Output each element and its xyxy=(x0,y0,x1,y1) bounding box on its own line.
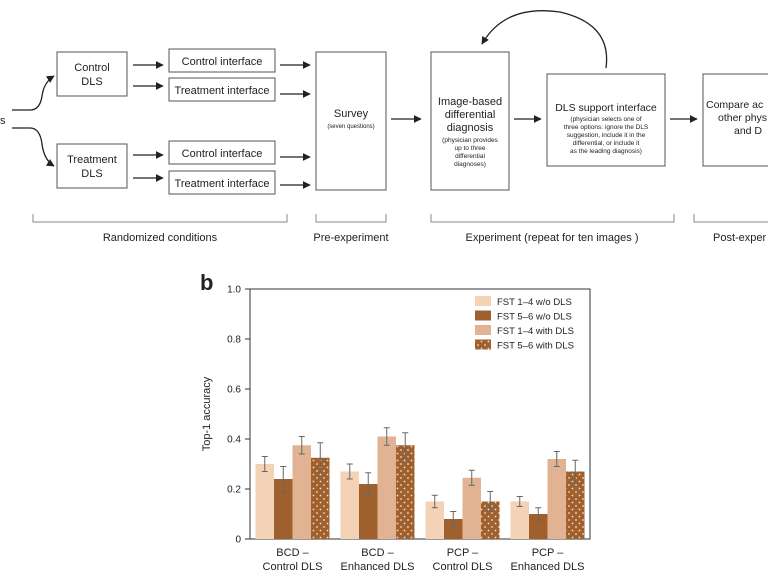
image-dx-note4: diagnoses) xyxy=(454,161,486,168)
dls-support-title: DLS support interface xyxy=(555,102,657,114)
dls-support-note1: (physician selects one of xyxy=(570,116,641,123)
image-dx-note1: (physician provides xyxy=(442,137,498,144)
x-tick-label: Control DLS xyxy=(263,561,323,573)
legend-swatch xyxy=(475,310,491,321)
y-tick-label: 0.4 xyxy=(227,435,241,446)
y-tick-label: 0.8 xyxy=(227,335,241,346)
treatment-interface-box-1 xyxy=(168,77,276,102)
bar xyxy=(510,501,529,539)
treatment-interface-label-1: Treatment interface xyxy=(175,85,270,97)
bracket-post xyxy=(693,214,768,223)
x-tick-label: PCP – xyxy=(532,547,564,559)
x-tick-label: Enhanced DLS xyxy=(511,561,585,573)
y-tick-label: 0.6 xyxy=(227,385,241,396)
survey-title: Survey xyxy=(334,108,369,120)
bar xyxy=(340,471,359,539)
bar-chart: Top-1 accuracy 0 0.2 0.4 0.6 0.8 1.0 BCD – Con… xyxy=(201,285,591,573)
image-dx-line2: differential xyxy=(445,109,496,121)
bar xyxy=(462,477,481,539)
x-tick-label: BCD – xyxy=(276,547,309,559)
treatment-interface-label-2: Treatment interface xyxy=(175,178,270,190)
panel-label-b: b xyxy=(200,270,213,295)
x-tick-label: Control DLS xyxy=(433,561,493,573)
legend-label: FST 5–6 with DLS xyxy=(497,341,574,352)
legend-swatch xyxy=(475,339,491,350)
control-dls-line2: DLS xyxy=(81,76,102,88)
dls-support-note2: three options: ignore the DLS xyxy=(564,124,649,131)
bar xyxy=(311,457,330,539)
legend-label: FST 1–4 w/o DLS xyxy=(497,297,572,308)
bracket-experiment xyxy=(430,214,675,223)
control-dls-box xyxy=(56,51,128,97)
phase-experiment: Experiment (repeat for ten images ) xyxy=(465,232,638,244)
x-tick-label: BCD – xyxy=(361,547,394,559)
phase-pre: Pre-experiment xyxy=(313,232,388,244)
control-interface-label-1: Control interface xyxy=(182,56,263,68)
bar xyxy=(377,436,396,539)
flow-diagram: s Control DLS Treatment DLS Control inte… xyxy=(0,10,768,244)
image-dx-line1: Image-based xyxy=(438,96,502,108)
bar xyxy=(396,445,415,539)
phase-post: Post-exper xyxy=(713,232,767,244)
y-ticks: 0 0.2 0.4 0.6 0.8 1.0 xyxy=(227,285,250,546)
branch-to-control-arrow xyxy=(12,75,55,111)
image-dx-line3: diagnosis xyxy=(447,122,494,134)
y-tick-label: 0.2 xyxy=(227,485,241,496)
bracket-randomized xyxy=(32,214,288,223)
treatment-dls-line1: Treatment xyxy=(67,154,117,166)
control-interface-box-1 xyxy=(168,48,276,73)
image-dx-note2: up to three xyxy=(454,145,485,152)
bar xyxy=(255,464,274,539)
dls-support-box xyxy=(546,73,666,167)
compare-box xyxy=(702,73,768,167)
survey-note: (seven questions) xyxy=(327,124,374,130)
left-edge-text: s xyxy=(0,115,6,127)
x-tick-label: PCP – xyxy=(447,547,479,559)
bar xyxy=(481,501,500,539)
dls-support-note4: differential, or include it xyxy=(573,140,640,147)
legend-swatch xyxy=(475,296,491,306)
legend-label: FST 5–6 w/o DLS xyxy=(497,312,572,323)
bar xyxy=(547,459,566,539)
bracket-pre xyxy=(315,214,387,223)
loop-back-arrow xyxy=(481,10,608,69)
x-ticks: BCD – Control DLS BCD – Enhanced DLS PCP – Co… xyxy=(263,547,585,573)
x-tick-label: Enhanced DLS xyxy=(341,561,415,573)
bar xyxy=(529,514,548,539)
compare-line3: and D xyxy=(734,125,762,137)
treatment-dls-line2: DLS xyxy=(81,168,102,180)
bar xyxy=(425,501,444,539)
legend: FST 1–4 w/o DLS FST 5–6 w/o DLS FST 1–4 wi… xyxy=(475,296,574,352)
branch-to-treatment-arrow xyxy=(12,127,55,167)
image-dx-box xyxy=(430,51,510,191)
control-interface-label-2: Control interface xyxy=(182,148,263,160)
y-axis-label: Top-1 accuracy xyxy=(201,376,213,451)
y-tick-label: 0 xyxy=(235,535,241,546)
bar xyxy=(566,471,585,539)
compare-line2: other phys xyxy=(718,112,767,124)
treatment-dls-box xyxy=(56,143,128,189)
bars xyxy=(255,427,585,539)
dls-support-note3: suggestion, include it in the xyxy=(567,132,646,139)
y-tick-label: 1.0 xyxy=(227,285,241,296)
legend-swatch xyxy=(475,325,491,335)
survey-box xyxy=(315,51,387,191)
bar xyxy=(444,519,463,539)
legend-label: FST 1–4 with DLS xyxy=(497,326,574,337)
phase-randomized: Randomized conditions xyxy=(103,232,218,244)
treatment-interface-box-2 xyxy=(168,170,276,195)
control-dls-line1: Control xyxy=(74,62,109,74)
bar xyxy=(359,484,378,539)
bar xyxy=(274,479,293,539)
control-interface-box-2 xyxy=(168,140,276,165)
dls-support-note5: as the leading diagnosis) xyxy=(570,148,642,155)
image-dx-note3: differential xyxy=(455,153,485,160)
compare-line1: Compare ac xyxy=(706,99,763,111)
plot-frame xyxy=(249,288,591,540)
bar xyxy=(292,445,311,539)
